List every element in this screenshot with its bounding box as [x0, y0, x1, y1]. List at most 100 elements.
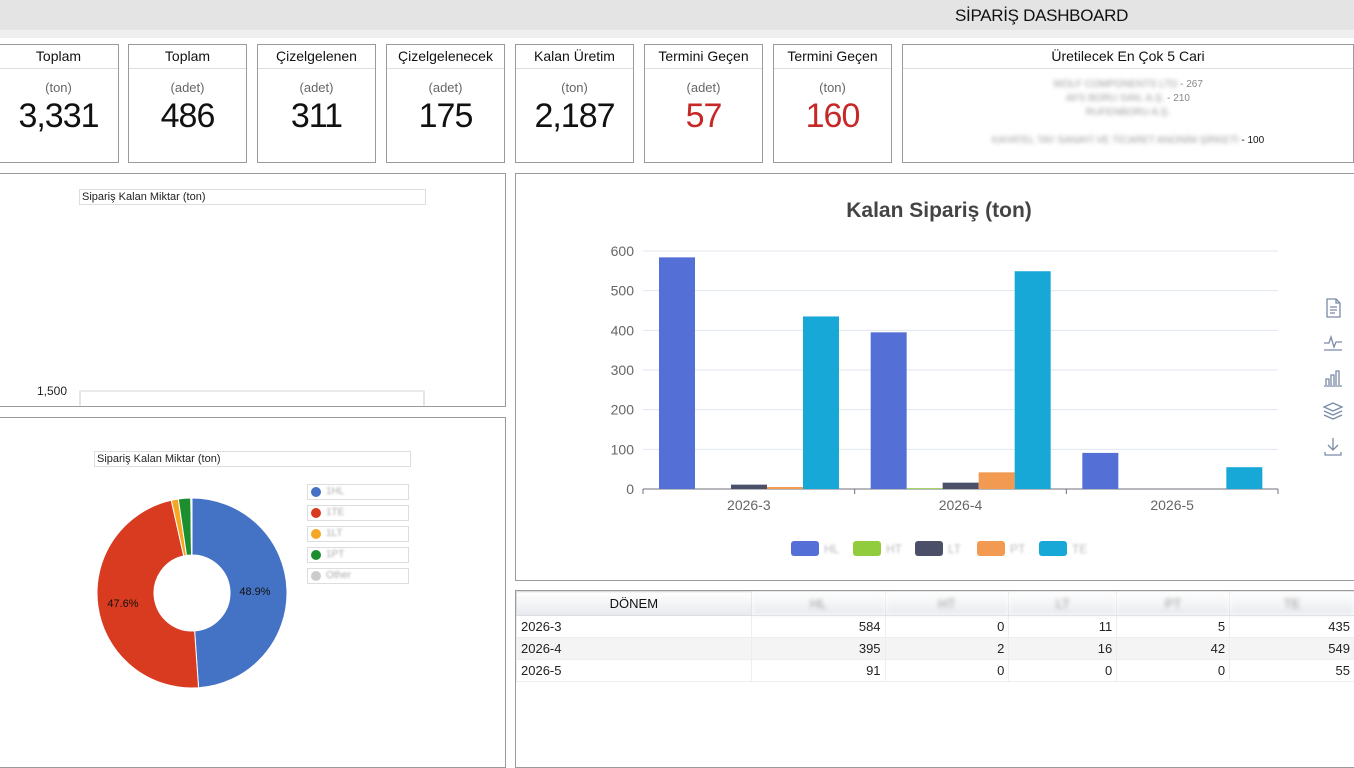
legend-swatch [311, 487, 321, 497]
download-icon[interactable] [1322, 435, 1344, 457]
customer-name: RUFENBORU A.Ş. [1085, 107, 1171, 118]
cell-hl: 395 [750, 637, 886, 660]
legend-item[interactable]: 1HL [307, 484, 409, 500]
kpi-unit: (adet) [299, 80, 334, 95]
legend-label: 1HL [326, 486, 345, 497]
main-chart-panel: Kalan Sipariş (ton) 600 500 400 300 200 100 0 2… [515, 173, 1354, 581]
legend-swatch [977, 541, 1005, 556]
bar-chart-icon[interactable] [1322, 366, 1344, 388]
col-header-pt[interactable]: PT [1116, 591, 1231, 616]
kpi-label: Çizelgelenen [276, 48, 357, 64]
kpi-scheduled: Çizelgelenen (adet) 311 [257, 44, 376, 163]
cell-lt: 0 [1008, 659, 1118, 682]
customer-name: KAYATEL TAY SANAYİ VE TİCARET ANONİM ŞİR… [991, 135, 1239, 146]
y-tick-label: 400 [611, 322, 635, 338]
data-view-icon[interactable] [1322, 297, 1344, 319]
col-header-lt[interactable]: LT [1008, 591, 1118, 616]
cell-ht: 2 [884, 637, 1010, 660]
legend-swatch [791, 541, 819, 556]
kpi-label: Termini Geçen [787, 48, 878, 64]
legend-swatch [311, 508, 321, 518]
legend-label: HT [886, 542, 903, 556]
customer-value: 210 [1173, 93, 1190, 104]
bar-chart-title: Sipariş Kalan Miktar (ton) [79, 189, 426, 205]
legend-item[interactable]: Other [307, 568, 409, 584]
y-tick-label: 1,500 [37, 384, 67, 398]
y-tick-label: 200 [611, 402, 635, 418]
legend-swatch [853, 541, 881, 556]
col-header-hl[interactable]: HL [750, 591, 886, 616]
bar [978, 472, 1015, 489]
main-chart-svg: Kalan Sipariş (ton) 600 500 400 300 200 100 0 2… [611, 199, 1279, 556]
customer-value: 100 [1247, 135, 1265, 146]
kpi-value: 311 [290, 97, 343, 135]
legend-item[interactable]: 1LT [307, 526, 409, 542]
legend-swatch [915, 541, 943, 556]
bar [1014, 271, 1051, 489]
kpi-label: Çizelgelenecek [398, 48, 493, 64]
cell-hl: 584 [750, 615, 886, 638]
main-chart-title: Kalan Sipariş (ton) [846, 199, 1032, 222]
bar [767, 487, 803, 489]
y-tick-label: 600 [611, 243, 635, 259]
kpi-total-adet: Toplam (adet) 486 [128, 44, 247, 163]
customer-name: AFS BORU SAN. A.Ş. [1066, 93, 1165, 104]
bar-chart-panel: Sipariş Kalan Miktar (ton) 1,5001,000500… [0, 173, 506, 407]
line-chart-icon[interactable] [1322, 331, 1344, 353]
top5-item: AFS BORU SAN. A.Ş. - 210 [1066, 93, 1190, 104]
slice-label: 47.6% [107, 598, 138, 610]
legend-item[interactable]: 1TE [307, 505, 409, 521]
y-tick-label: 100 [611, 441, 635, 457]
cell-te: 55 [1229, 659, 1354, 682]
kpi-value: 3,331 [18, 97, 99, 135]
y-tick-label: 300 [611, 362, 635, 378]
stack-icon[interactable] [1322, 400, 1344, 422]
y-tick-label: 0 [626, 481, 634, 497]
kpi-label: Kalan Üretim [534, 48, 615, 64]
cell-ht: 0 [884, 659, 1010, 682]
kpi-label: Termini Geçen [658, 48, 749, 64]
table-row[interactable]: 2026-3 584 0 11 5 435 [516, 615, 1354, 638]
cell-te: 549 [1229, 637, 1354, 660]
main-chart-plot: 600 500 400 300 200 100 0 2026-3 2026-4 2026-5 HL H… [611, 243, 1279, 556]
data-table: DÖNEM HL HT LT PT TE 2026-3 584 0 11 5 4… [516, 591, 1354, 682]
legend-label: LT [948, 542, 962, 556]
kpi-value: 160 [805, 97, 861, 135]
kpi-divider [645, 68, 762, 69]
cell-pt: 42 [1116, 637, 1231, 660]
legend-label: 1PT [326, 549, 345, 560]
col-header-te[interactable]: TE [1229, 591, 1354, 616]
kpi-value: 2,187 [534, 97, 615, 135]
bar [803, 316, 839, 489]
legend-swatch [1039, 541, 1067, 556]
cell-lt: 16 [1008, 637, 1118, 660]
legend-label: 1LT [326, 528, 343, 539]
kpi-label: Toplam [35, 48, 82, 64]
kpi-total-ton: Toplam (ton) 3,331 [0, 44, 119, 163]
table-row[interactable]: 2026-5 91 0 0 0 55 [516, 659, 1354, 682]
kpi-unit: (adet) [428, 80, 463, 95]
legend-label: Other [326, 570, 352, 581]
bar [731, 484, 767, 489]
bar-chart-svg: 1,5001,00050001HL1TE1LT1TC1HT [37, 384, 425, 406]
pie-chart-title: Sipariş Kalan Miktar (ton) [94, 451, 411, 467]
col-header-period[interactable]: DÖNEM [516, 591, 752, 616]
table-row[interactable]: 2026-4 395 2 16 42 549 [516, 637, 1354, 660]
kpi-remaining-production: Kalan Üretim (ton) 2,187 [515, 44, 634, 163]
kpi-value: 57 [685, 97, 723, 135]
cell-te: 435 [1229, 615, 1354, 638]
top5-item: WOLF COMPONENTS LTD - 267 [1053, 79, 1203, 90]
kpi-divider [129, 68, 246, 69]
pie-slice [191, 497, 288, 689]
legend-item[interactable]: 1PT [307, 547, 409, 563]
cell-lt: 11 [1008, 615, 1118, 638]
x-tick-label: 2026-4 [939, 497, 983, 513]
pie-chart-panel: Sipariş Kalan Miktar (ton) 48.9% 47.6% 1H… [0, 417, 506, 768]
cell-ht: 0 [884, 615, 1010, 638]
page-title: SİPARİŞ DASHBOARD [955, 6, 1129, 25]
cell-hl: 91 [750, 659, 886, 682]
col-header-ht[interactable]: HT [884, 591, 1010, 616]
cell-period: 2026-5 [516, 659, 752, 682]
customer-name: WOLF COMPONENTS LTD [1053, 79, 1178, 90]
sub-bar [0, 30, 1354, 38]
